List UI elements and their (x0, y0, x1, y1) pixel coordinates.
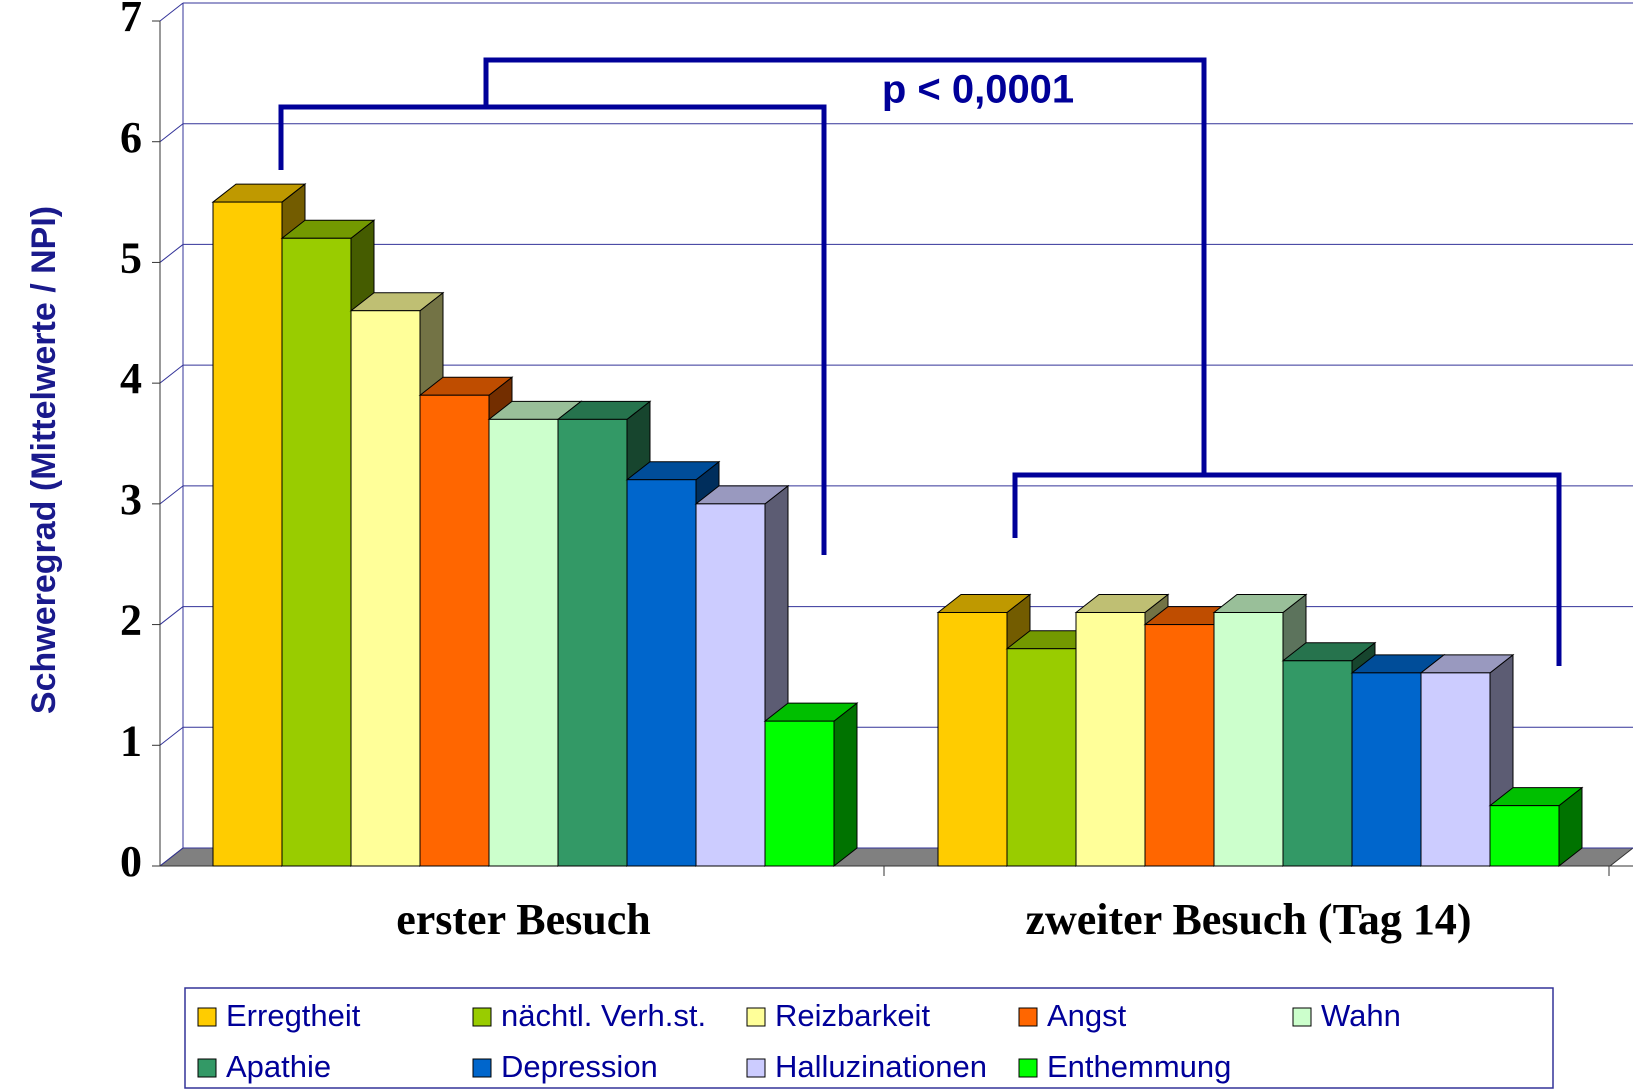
legend-swatch (1018, 1007, 1038, 1027)
y-tick-label: 5 (120, 234, 142, 283)
y-tick-label: 4 (120, 354, 142, 403)
y-tick-label: 6 (120, 113, 142, 162)
y-tick-label: 2 (120, 596, 142, 645)
bar (419, 394, 490, 867)
bar (1282, 660, 1353, 867)
legend-label: Erregtheit (226, 998, 361, 1033)
bracket (278, 104, 827, 555)
significance-brackets (278, 57, 1562, 666)
legend-label: Apathie (226, 1049, 331, 1084)
x-tick-label: erster Besuch (396, 895, 651, 944)
grid-line-side (159, 123, 184, 143)
y-tick-label: 3 (120, 475, 142, 524)
bar (695, 503, 766, 867)
legend-swatch (746, 1007, 766, 1027)
y-tick-label: 0 (120, 837, 142, 886)
grid-line-side (159, 244, 184, 263)
legend-swatch (197, 1058, 217, 1078)
legend-swatch (1018, 1058, 1038, 1078)
bar (764, 720, 835, 867)
legend-label: nächtl. Verh.st. (501, 998, 706, 1033)
legend-swatch (1292, 1007, 1312, 1027)
legend-label: Angst (1047, 998, 1127, 1033)
bar (212, 201, 283, 867)
grid-line-side (159, 2, 184, 22)
bar (1144, 624, 1215, 867)
x-tick-label: zweiter Besuch (Tag 14) (1025, 895, 1471, 944)
bar (1213, 612, 1284, 867)
grid-line-side (159, 726, 184, 746)
bar (350, 310, 421, 867)
bar (1006, 648, 1077, 867)
legend (184, 987, 1554, 1089)
bracket (1012, 472, 1562, 666)
grid-line-side (159, 364, 184, 384)
legend-label: Enthemmung (1047, 1049, 1231, 1084)
bar (281, 237, 352, 867)
annotation: p < 0,0001 (882, 68, 1074, 112)
bar (937, 612, 1008, 867)
bracket (483, 57, 1207, 475)
bar (1075, 612, 1146, 867)
bar (626, 479, 697, 867)
legend-swatch (472, 1058, 492, 1078)
bar-side (833, 702, 858, 868)
legend-swatch (472, 1007, 492, 1027)
bar (1351, 672, 1422, 867)
y-tick-label: 7 (120, 0, 142, 41)
grid-line-side (159, 485, 184, 505)
y-tick-label: 1 (120, 716, 142, 765)
legend-label: Depression (501, 1049, 658, 1084)
bar (557, 418, 628, 867)
legend-swatch (197, 1007, 217, 1027)
bar (1489, 805, 1560, 867)
y-axis-label: Schweregrad (Mittelwerte / NPI) (25, 206, 63, 714)
legend-swatch (746, 1058, 766, 1078)
grid-line-side (159, 847, 184, 867)
grid-line-side (159, 606, 184, 625)
bar (488, 418, 559, 867)
legend-label: Wahn (1321, 998, 1401, 1033)
bar (1420, 672, 1491, 867)
legend-label: Reizbarkeit (775, 998, 930, 1033)
legend-label: Halluzinationen (775, 1049, 987, 1084)
